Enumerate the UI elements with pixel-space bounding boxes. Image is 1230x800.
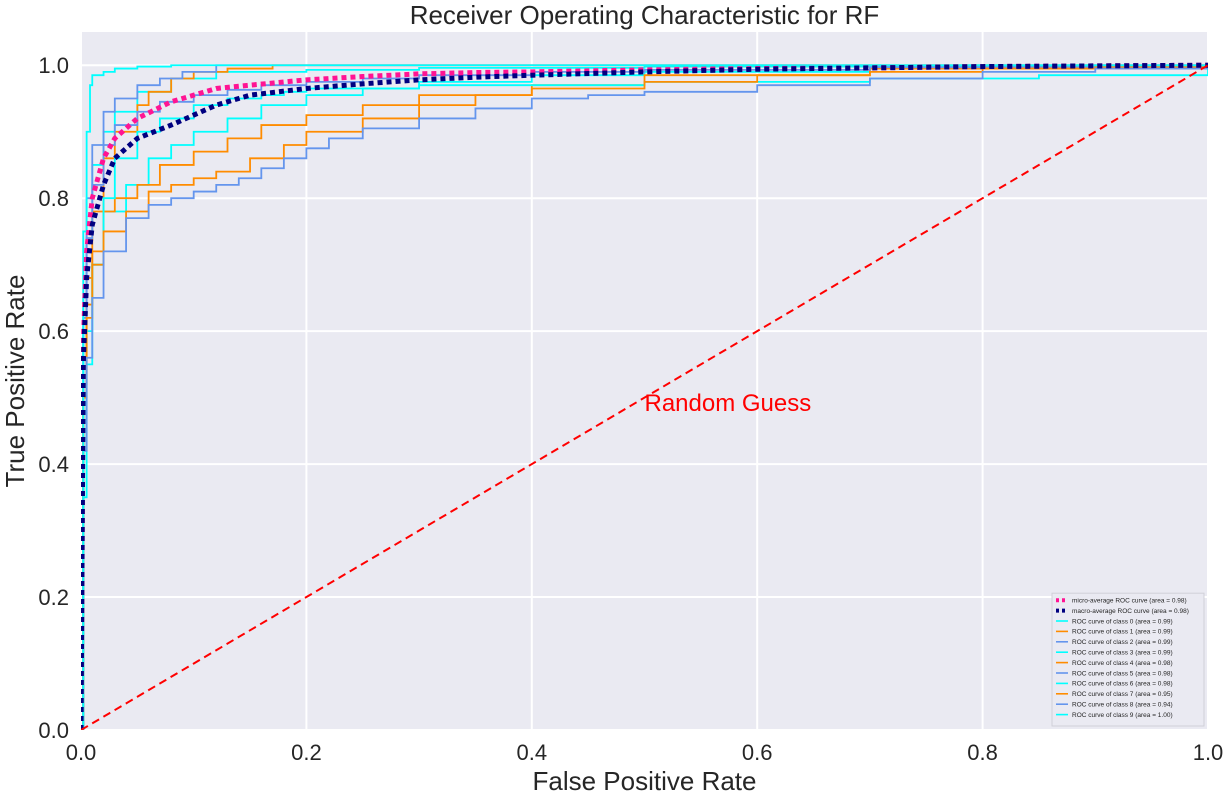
chart-title: Receiver Operating Characteristic for RF [410, 0, 880, 30]
legend-entry: ROC curve of class 5 (area = 0.98) [1072, 670, 1173, 677]
series-line-10 [81, 65, 1208, 730]
series-lines [81, 62, 1208, 730]
legend-entry: ROC curve of class 7 (area = 0.95) [1072, 691, 1173, 698]
plot-background [81, 32, 1208, 730]
x-tick-label: 0.8 [967, 740, 998, 765]
y-tick-label: 1.0 [38, 53, 69, 78]
y-tick-label: 0.8 [38, 186, 69, 211]
legend-entry: ROC curve of class 1 (area = 0.99) [1072, 629, 1173, 636]
x-tick-label: 0.4 [517, 740, 548, 765]
legend-entry: ROC curve of class 4 (area = 0.98) [1072, 660, 1173, 667]
x-tick-label: 0.6 [742, 740, 773, 765]
legend-box [1051, 592, 1205, 727]
series-line-11 [81, 64, 1208, 730]
x-tick-label: 1.0 [1193, 740, 1224, 765]
legend-entry: ROC curve of class 6 (area = 0.98) [1072, 681, 1173, 688]
y-tick-label: 0.0 [38, 718, 69, 743]
x-axis-label: False Positive Rate [533, 766, 757, 796]
y-axis-label: True Positive Rate [0, 275, 30, 488]
x-tick-label: 0.0 [66, 740, 97, 765]
series-line-12 [81, 64, 1208, 730]
x-tick-label: 0.2 [291, 740, 322, 765]
legend: micro-average ROC curve (area = 0.98) mac… [1051, 592, 1205, 727]
legend-entry: ROC curve of class 0 (area = 0.99) [1072, 618, 1173, 625]
tick-labels: 0.0 0.2 0.4 0.6 0.8 1.0 0.0 0.2 0.4 0.6 0.8 1.0 [38, 53, 1223, 765]
series-line-1 [81, 62, 1208, 730]
y-tick-label: 0.2 [38, 585, 69, 610]
legend-entry: ROC curve of class 9 (area = 1.00) [1072, 712, 1173, 719]
legend-entry: ROC curve of class 8 (area = 0.94) [1072, 702, 1173, 709]
y-tick-label: 0.6 [38, 319, 69, 344]
legend-entry: ROC curve of class 2 (area = 0.99) [1072, 639, 1173, 646]
legend-entry: macro-average ROC curve (area = 0.98) [1072, 608, 1189, 615]
y-tick-label: 0.4 [38, 452, 69, 477]
legend-entry: micro-average ROC curve (area = 0.98) [1072, 598, 1187, 605]
legend-entry: ROC curve of class 3 (area = 0.99) [1072, 650, 1173, 657]
random-guess-annotation: Random Guess [645, 390, 812, 417]
